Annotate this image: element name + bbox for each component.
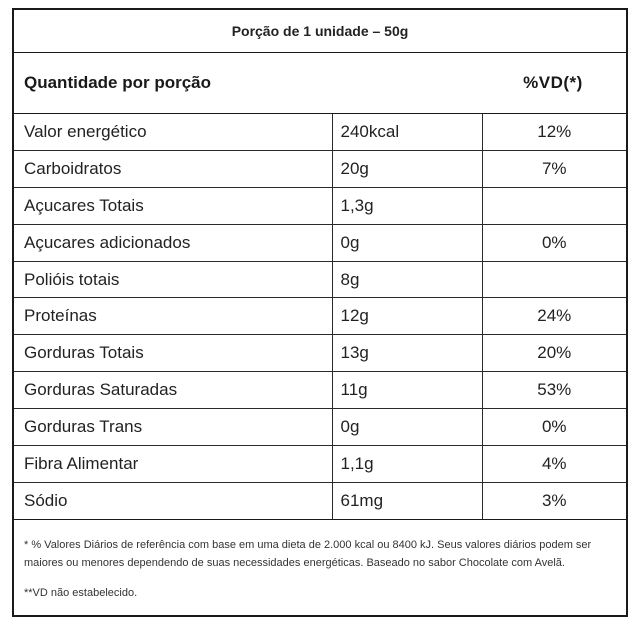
nutrient-quantity: 0g bbox=[332, 224, 483, 262]
footnotes: * % Valores Diários de referência com ba… bbox=[14, 520, 626, 602]
nutrient-name: Proteínas bbox=[14, 297, 333, 336]
nutrient-name: Carboidratos bbox=[14, 150, 333, 188]
nutrient-daily-value: 0% bbox=[482, 224, 626, 262]
table-row: Gorduras Trans 0g 0% bbox=[14, 408, 626, 447]
nutrient-quantity: 11g bbox=[332, 371, 483, 410]
nutrient-name: Valor energético bbox=[14, 114, 333, 151]
nutrient-daily-value: 3% bbox=[482, 482, 626, 520]
nutrient-quantity: 20g bbox=[332, 150, 483, 188]
table-row: Sódio 61mg 3% bbox=[14, 482, 626, 520]
nutrition-facts-panel: Porção de 1 unidade – 50g Quantidade por… bbox=[12, 8, 628, 617]
nutrient-quantity: 1,3g bbox=[332, 187, 483, 225]
table-row: Fibra Alimentar 1,1g 4% bbox=[14, 445, 626, 483]
table-header: Quantidade por porção %VD(*) bbox=[14, 53, 626, 114]
table-row: Açucares adicionados 0g 0% bbox=[14, 224, 626, 262]
nutrient-name: Polióis totais bbox=[14, 261, 333, 299]
quantity-per-portion-heading: Quantidade por porção bbox=[24, 73, 212, 92]
portion-size: Porção de 1 unidade – 50g bbox=[14, 10, 626, 53]
nutrient-quantity: 1,1g bbox=[332, 445, 483, 483]
nutrient-quantity: 61mg bbox=[332, 482, 483, 520]
table-row: Proteínas 12g 24% bbox=[14, 297, 626, 336]
nutrient-name: Açucares Totais bbox=[14, 187, 333, 225]
table-row: Açucares Totais 1,3g bbox=[14, 187, 626, 225]
table-row: Gorduras Saturadas 11g 53% bbox=[14, 371, 626, 410]
nutrient-daily-value bbox=[482, 261, 626, 299]
nutrient-daily-value: 4% bbox=[482, 445, 626, 483]
table-row: Valor energético 240kcal 12% bbox=[14, 114, 626, 151]
nutrient-quantity: 8g bbox=[332, 261, 483, 299]
daily-value-not-established-note: **VD não estabelecido. bbox=[24, 586, 138, 599]
nutrient-daily-value: 24% bbox=[482, 297, 626, 336]
daily-value-heading: %VD(*) bbox=[523, 73, 583, 92]
daily-value-reference-note: * % Valores Diários de referência com ba… bbox=[24, 538, 592, 569]
nutrient-quantity: 240kcal bbox=[332, 114, 483, 151]
nutrient-quantity: 13g bbox=[332, 334, 483, 373]
nutrition-table: Valor energético 240kcal 12% Carboidrato… bbox=[14, 114, 626, 520]
nutrient-daily-value: 20% bbox=[482, 334, 626, 373]
nutrient-name: Sódio bbox=[14, 482, 333, 520]
nutrient-name: Fibra Alimentar bbox=[14, 445, 333, 483]
nutrient-name: Gorduras Totais bbox=[14, 334, 333, 373]
table-row: Carboidratos 20g 7% bbox=[14, 150, 626, 188]
table-row: Gorduras Totais 13g 20% bbox=[14, 334, 626, 373]
nutrient-quantity: 0g bbox=[332, 408, 483, 447]
table-row: Polióis totais 8g bbox=[14, 261, 626, 299]
nutrient-daily-value: 53% bbox=[482, 371, 626, 410]
nutrient-daily-value: 0% bbox=[482, 408, 626, 447]
nutrient-daily-value: 12% bbox=[482, 114, 626, 151]
nutrient-name: Gorduras Trans bbox=[14, 408, 333, 447]
nutrient-name: Gorduras Saturadas bbox=[14, 371, 333, 410]
nutrient-name: Açucares adicionados bbox=[14, 224, 333, 262]
nutrient-daily-value: 7% bbox=[482, 150, 626, 188]
nutrient-daily-value bbox=[482, 187, 626, 225]
nutrient-quantity: 12g bbox=[332, 297, 483, 336]
